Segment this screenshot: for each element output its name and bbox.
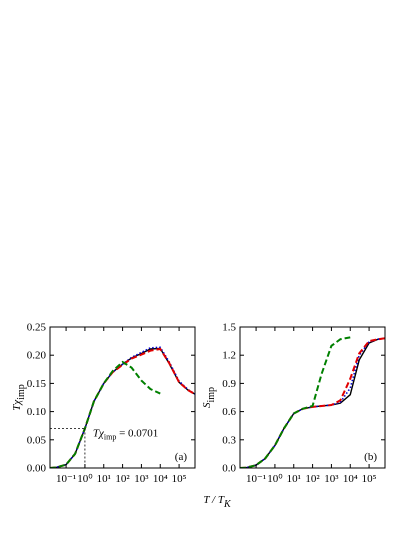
annotation-rest: = 0.0701 — [116, 427, 158, 439]
x-tick-label: 10¹ — [97, 473, 111, 485]
y-axis-label-main: S — [201, 402, 213, 408]
y-axis-label: Simp — [201, 387, 217, 408]
y-tick-label: 0.25 — [27, 322, 47, 334]
x-tick-label: 10³ — [134, 473, 149, 485]
x-tick-label: 10⁵ — [172, 473, 187, 485]
panel-label: (b) — [364, 451, 377, 463]
y-tick-label: 0.0 — [222, 463, 236, 475]
series-line — [50, 360, 161, 468]
axes-frame — [239, 326, 386, 469]
annotation-sub: imp — [104, 432, 116, 441]
x-axis-label-sub: K — [223, 499, 232, 510]
x-axis-label: T / TK — [203, 494, 232, 510]
y-tick-label: 0.15 — [27, 378, 47, 390]
x-tick-label: 10⁴ — [153, 473, 168, 485]
series-line — [50, 346, 195, 468]
annotation-main: Tχ — [93, 427, 105, 439]
y-tick-label: 1.2 — [222, 350, 236, 362]
y-axis-label-sub: imp — [206, 387, 217, 403]
x-tick-label: 10³ — [324, 473, 339, 485]
y-tick-label: 0.20 — [27, 350, 47, 362]
y-axis-label: Tχimp — [11, 384, 27, 411]
x-tick-label: 10⁰ — [267, 473, 283, 485]
y-tick-label: 0.3 — [222, 434, 236, 446]
series-line — [50, 347, 195, 468]
y-tick-label: 1.5 — [222, 322, 236, 334]
x-tick-label: 10² — [305, 473, 320, 485]
y-tick-label: 0.10 — [27, 406, 47, 418]
y-tick-label: 0.9 — [222, 378, 236, 390]
x-axis-label-main: T / T — [203, 494, 224, 506]
x-tick-label: 10¹ — [287, 473, 301, 485]
series-line — [240, 336, 351, 468]
x-tick-label: 10⁴ — [343, 473, 358, 485]
x-tick-label: 10⁻¹ — [246, 473, 266, 485]
x-tick-label: 10⁰ — [77, 473, 93, 485]
x-tick-label: 10⁵ — [362, 473, 377, 485]
panel-label: (a) — [175, 451, 188, 463]
annotation: Tχimp = 0.0701 — [93, 427, 158, 441]
y-tick-label: 0.6 — [222, 406, 236, 418]
x-tick-label: 10² — [115, 473, 130, 485]
series-line — [50, 347, 195, 468]
x-tick-label: 10⁻¹ — [56, 473, 76, 485]
y-axis-label-sub: imp — [16, 384, 27, 400]
y-tick-label: 0.00 — [27, 463, 47, 475]
axes-frame — [49, 326, 196, 469]
y-tick-label: 0.05 — [27, 434, 47, 446]
y-axis-label-main: Tχ — [11, 399, 23, 411]
